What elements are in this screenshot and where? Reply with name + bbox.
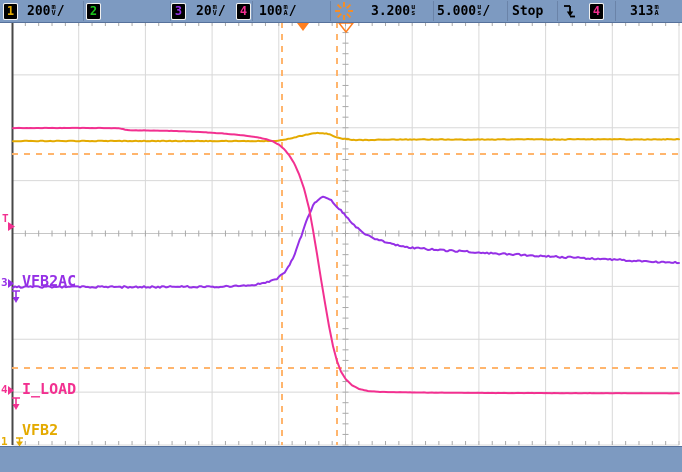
channel-1-button[interactable]: 1: [3, 3, 18, 20]
channel-3-scale: 20 m V /: [196, 3, 226, 19]
right-arrow-icon: [7, 385, 14, 395]
channel-4-button[interactable]: 4: [236, 3, 251, 20]
channel-3-marker-digit: 3: [1, 276, 8, 289]
timebase-delay-value: 3.200: [371, 3, 411, 19]
bottom-measurement-bar: Min(4): 100uA Max(4): 500.7mA Pk-Pk(3): …: [0, 446, 682, 472]
down-arrow-icon: [16, 437, 24, 447]
separator: [557, 1, 558, 21]
channel-4-scale-value: 100: [259, 3, 283, 19]
right-arrow-icon: [7, 278, 14, 288]
channel-3-offset-down-arrow-icon: [12, 290, 20, 303]
trigger-level-readout: 313 m A: [630, 0, 660, 22]
channel-3-ground-marker[interactable]: 3: [1, 276, 14, 289]
channel-1-scale-value: 200: [27, 3, 51, 19]
separator: [252, 1, 253, 21]
channel-1-scale: 200 m V /: [27, 3, 65, 19]
separator: [507, 1, 508, 21]
trigger-falling-edge-icon: [562, 0, 577, 22]
top-status-bar: 1 200 m V/ 2 3 20 m V/ 4 100 m A/ 3.200 u s: [0, 0, 682, 23]
trigger-level-marker[interactable]: T: [2, 212, 18, 232]
channel-4-offset-down-arrow-icon: [12, 397, 20, 410]
separator: [615, 1, 616, 21]
timebase-scale-value: 5.000: [437, 3, 477, 19]
timebase-delay: 3.200 u s: [371, 0, 416, 22]
separator: [170, 1, 171, 21]
acquire-star-icon: [333, 0, 355, 22]
channel-1-marker-digit: 1: [1, 435, 8, 448]
trace-label-vfb2: VFB2: [22, 421, 59, 439]
trigger-source-button[interactable]: 4: [589, 3, 604, 20]
channel-4-marker-digit: 4: [1, 383, 8, 396]
run-state-indicator[interactable]: Stop: [512, 3, 544, 19]
separator: [433, 1, 434, 21]
trace-label-vfb2ac: VFB2AC: [22, 272, 77, 290]
timebase-scale: 5.000 u s /: [437, 3, 491, 19]
channel-3-button[interactable]: 3: [171, 3, 186, 20]
separator: [330, 1, 331, 21]
channel-4-scale: 100 m A /: [259, 3, 297, 19]
channel-3-scale-value: 20: [196, 3, 212, 19]
trace-label-iload: I_LOAD: [22, 380, 77, 398]
trigger-level-value: 313: [630, 3, 654, 19]
channel-4-ground-marker[interactable]: 4: [1, 383, 14, 396]
separator: [83, 1, 84, 21]
channel-2-button[interactable]: 2: [86, 3, 101, 20]
trigger-marker-letter: T: [2, 212, 9, 225]
right-arrow-icon: [8, 222, 15, 231]
channel-1-ground-marker[interactable]: 1: [1, 435, 24, 448]
